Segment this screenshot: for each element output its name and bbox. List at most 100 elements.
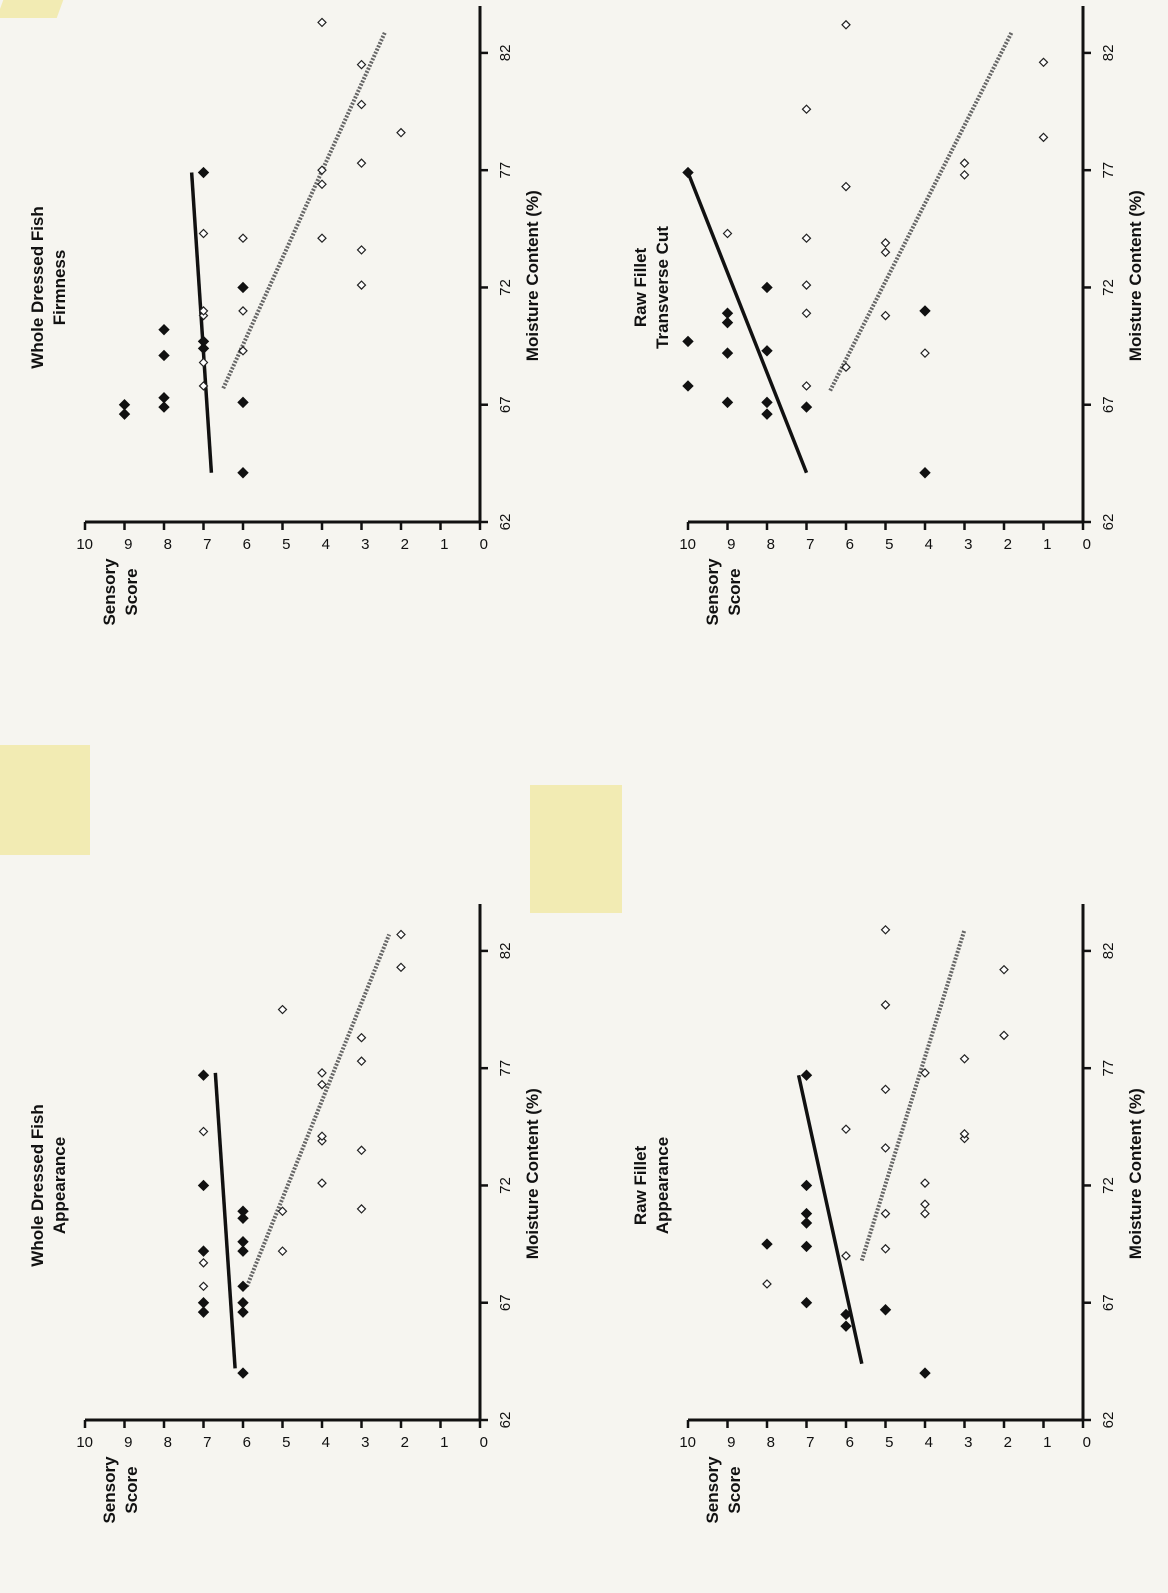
y-tick-label: 7 (806, 536, 814, 553)
fit-line-dotted (859, 929, 967, 1262)
data-point-filled (158, 401, 170, 413)
y-tick-label: 2 (401, 1434, 409, 1451)
x-tick-label: 67 (497, 1294, 514, 1311)
data-point-open (841, 19, 851, 30)
data-point-open (1038, 132, 1049, 143)
y-tick-label: 3 (361, 536, 369, 553)
data-point-open (317, 165, 327, 176)
data-point-open (396, 929, 406, 940)
fit-line-solid (213, 1072, 237, 1369)
x-tick-label: 82 (1100, 943, 1117, 960)
data-point-filled (800, 1179, 813, 1192)
x-axis-label: Moisture Content (%) (1126, 190, 1145, 361)
data-point-open (317, 1131, 327, 1142)
data-point-open (880, 1000, 891, 1010)
data-point-open (238, 306, 248, 316)
data-point-filled (761, 408, 773, 420)
data-point-open (762, 1279, 772, 1289)
y-tick-label: 10 (76, 1434, 93, 1451)
y-tick-label: 5 (282, 536, 290, 553)
y-tick-label: 10 (679, 536, 696, 553)
data-point-open (317, 179, 327, 190)
data-point-filled (197, 1069, 210, 1081)
data-point-filled (158, 391, 170, 404)
data-point-filled (197, 166, 210, 179)
x-axis-label: Moisture Content (%) (523, 190, 542, 361)
y-tick-label: 10 (76, 536, 93, 553)
data-point-open (356, 99, 367, 110)
data-point-filled (721, 396, 734, 409)
chart-title: Whole Dressed Fish (28, 1104, 47, 1266)
x-tick-label: 77 (1100, 1060, 1117, 1077)
x-tick-label: 82 (497, 45, 514, 62)
y-axis-label: Score (725, 1466, 744, 1513)
data-point-filled (237, 1245, 249, 1257)
y-tick-label: 7 (203, 536, 211, 553)
data-point-open (198, 357, 209, 368)
data-point-open (277, 1004, 288, 1015)
data-point-filled (197, 1297, 210, 1309)
y-tick-label: 3 (964, 536, 972, 553)
data-point-open (880, 1084, 891, 1095)
data-point-filled (682, 380, 694, 392)
x-tick-label: 67 (497, 396, 514, 413)
data-point-open (959, 1129, 970, 1139)
y-tick-label: 5 (885, 536, 893, 553)
data-point-filled (919, 305, 931, 317)
x-tick-label: 67 (1100, 396, 1117, 413)
data-point-open (356, 1056, 367, 1066)
x-tick-label: 77 (497, 162, 514, 179)
y-tick-label: 1 (440, 1434, 448, 1451)
x-tick-label: 72 (497, 279, 514, 296)
x-tick-label: 72 (1100, 1177, 1117, 1194)
data-point-open (920, 348, 930, 358)
y-axis-label: Sensory (100, 558, 119, 626)
data-point-open (959, 170, 970, 180)
data-point-open (841, 1250, 851, 1261)
data-point-open (801, 233, 812, 244)
data-point-open (198, 228, 209, 239)
y-tick-label: 3 (964, 1434, 972, 1451)
data-point-open (801, 104, 812, 115)
x-tick-label: 62 (1100, 1412, 1117, 1429)
x-tick-label: 62 (1100, 514, 1117, 531)
data-point-open (198, 1126, 209, 1137)
data-point-filled (158, 349, 170, 362)
data-point-filled (237, 467, 249, 479)
data-point-open (198, 306, 209, 316)
data-point-open (238, 345, 248, 356)
data-point-open (880, 247, 891, 258)
data-point-open (356, 280, 367, 290)
data-point-filled (879, 1304, 892, 1316)
tape-middle-left (0, 745, 90, 855)
data-point-open (396, 962, 406, 973)
y-tick-label: 9 (727, 536, 735, 553)
data-point-filled (840, 1308, 852, 1321)
x-tick-label: 82 (1100, 45, 1117, 62)
y-tick-label: 10 (679, 1434, 696, 1451)
data-point-open (356, 1204, 367, 1214)
fit-line-solid (796, 1074, 864, 1365)
data-point-filled (800, 1207, 813, 1220)
data-point-open (801, 280, 812, 290)
x-tick-label: 82 (497, 943, 514, 960)
data-point-filled (197, 1179, 210, 1192)
x-tick-label: 72 (497, 1177, 514, 1194)
y-tick-label: 9 (124, 536, 132, 553)
fit-line-dotted (245, 933, 392, 1288)
data-point-open (198, 381, 209, 391)
y-tick-label: 2 (401, 536, 409, 553)
chart-title: Transverse Cut (653, 226, 672, 349)
y-tick-label: 0 (480, 536, 488, 553)
y-tick-label: 6 (846, 1434, 854, 1451)
y-tick-label: 0 (480, 1434, 488, 1451)
y-axis-label: Score (122, 1466, 141, 1513)
x-axis-label: Moisture Content (%) (1126, 1088, 1145, 1259)
x-tick-label: 62 (497, 514, 514, 531)
data-point-open (356, 245, 367, 255)
data-point-open (801, 308, 812, 319)
